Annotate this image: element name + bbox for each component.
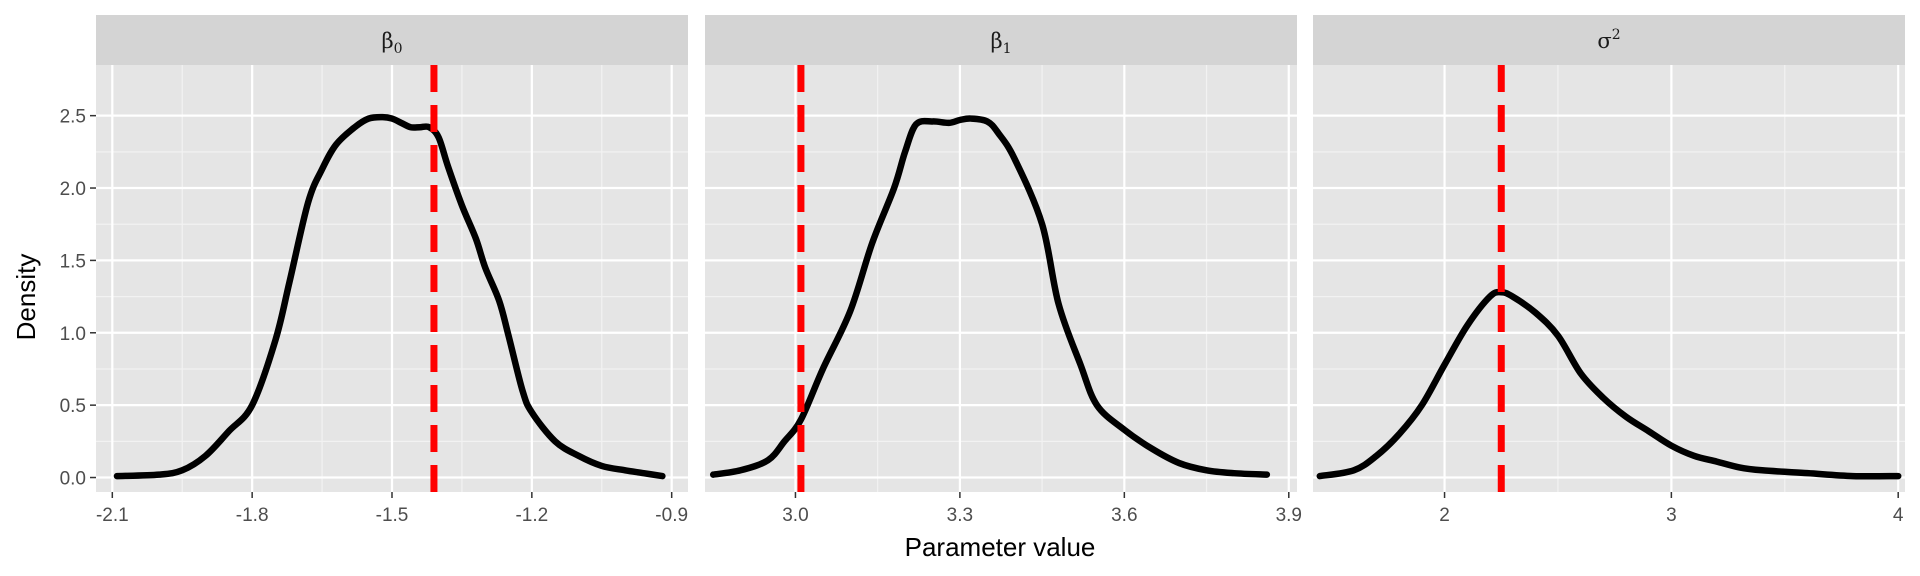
x-tick-label: -1.8	[236, 505, 269, 526]
x-axis-title: Parameter value	[905, 532, 1096, 562]
facet-strip-label: β1	[990, 29, 1011, 57]
y-tick-label: 2.5	[60, 107, 86, 128]
y-tick-label: 1.0	[60, 324, 86, 345]
x-tick-label: 3.3	[947, 505, 973, 526]
x-tick-label: 2	[1439, 505, 1450, 526]
x-tick-label: -1.2	[515, 505, 548, 526]
facet-strip	[96, 15, 688, 65]
facet-strip-label: β0	[381, 29, 402, 57]
density-curve	[709, 115, 1271, 478]
facet-panel: σ2 2 3 4	[1313, 15, 1905, 526]
y-tick-label: 0.0	[60, 469, 86, 490]
facet-strip-label: σ2	[1597, 27, 1620, 53]
facet-panel: β1 3.0 3.3 3.6 3.9	[705, 15, 1302, 526]
x-tick-label: 3.6	[1111, 505, 1137, 526]
y-axis: 0.0 0.5 1.0 1.5 2.0 2.5	[60, 107, 96, 490]
x-tick-label: 4	[1893, 505, 1904, 526]
facet-strip	[1313, 15, 1905, 65]
x-tick-label: -1.5	[376, 505, 409, 526]
x-tick-label: 3.0	[782, 505, 808, 526]
x-tick-label: -2.1	[96, 505, 129, 526]
density-curve	[1316, 288, 1902, 480]
y-tick-label: 0.5	[60, 396, 86, 417]
density-curve	[113, 113, 666, 480]
y-axis-title: Density	[11, 254, 41, 341]
x-tick-label: 3	[1666, 505, 1677, 526]
facet-panel: β0 -2.1 -1.8 -1.5 -1.2 -0.9	[96, 15, 688, 526]
panels-layer: β0 -2.1 -1.8 -1.5 -1.2 -0.9 β1 3.0 3.3 3.6 3.9 σ2 2 3…	[96, 15, 1905, 526]
x-tick-label: 3.9	[1276, 505, 1302, 526]
y-tick-label: 2.0	[60, 179, 86, 200]
x-tick-label: -0.9	[655, 505, 688, 526]
y-tick-label: 1.5	[60, 251, 86, 272]
facet-strip	[705, 15, 1297, 65]
